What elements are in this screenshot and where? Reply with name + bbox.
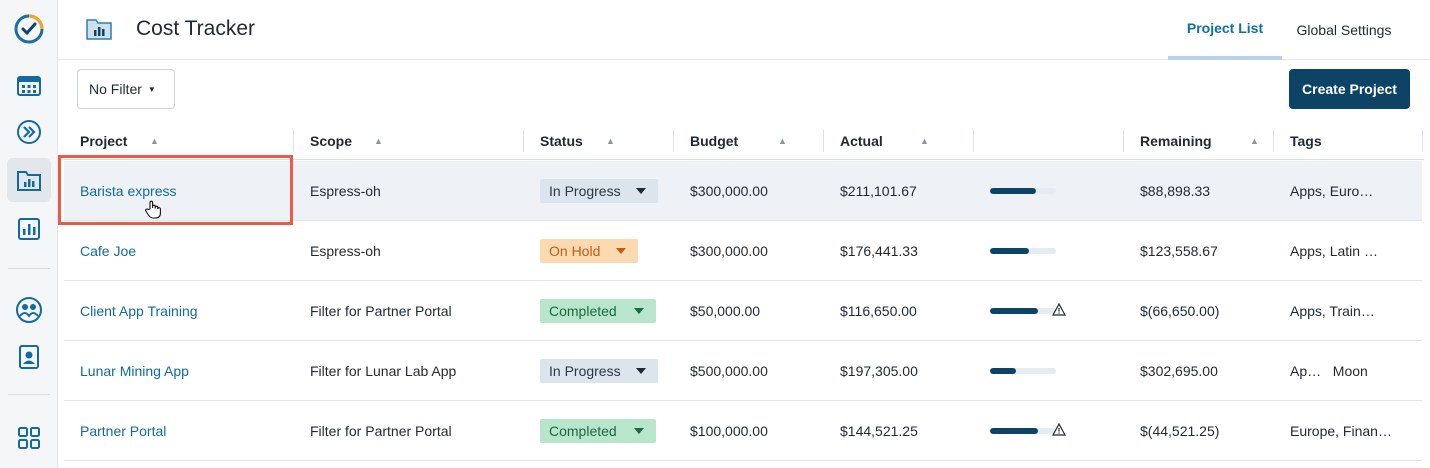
table-row[interactable]: Lunar Mining App Filter for Lunar Lab App… <box>64 341 1422 401</box>
header-remaining[interactable]: Remaining ▲ <box>1140 133 1259 149</box>
warning-icon <box>1051 422 1067 441</box>
caret-down-icon: ▼ <box>147 84 156 94</box>
budget-progress-bar <box>990 308 1056 314</box>
budget-cell: $50,000.00 <box>690 303 761 319</box>
status-label: In Progress <box>549 363 621 379</box>
calendar-icon[interactable] <box>7 63 51 107</box>
contact-icon[interactable] <box>7 335 51 379</box>
hand-cursor-icon <box>145 200 163 225</box>
status-label: On Hold <box>549 243 601 259</box>
create-project-button[interactable]: Create Project <box>1289 69 1410 109</box>
tags-cell[interactable]: Apps, Train… <box>1290 303 1375 319</box>
actual-cell: $144,521.25 <box>840 423 918 439</box>
project-link[interactable]: Lunar Mining App <box>80 363 189 379</box>
budget-cell: $300,000.00 <box>690 243 768 259</box>
budget-progress-fill <box>990 308 1038 314</box>
folder-chart-icon[interactable] <box>7 158 51 202</box>
actual-cell: $176,441.33 <box>840 243 918 259</box>
filter-dropdown[interactable]: No Filter ▼ <box>77 69 175 109</box>
table-header: Project ▲ Scope ▲ Status ▲ Budget ▲ Actual ▲ … <box>64 122 1424 160</box>
budget-progress-fill <box>990 368 1016 374</box>
remaining-cell: $(44,521.25) <box>1140 423 1220 439</box>
budget-progress-fill <box>990 188 1036 194</box>
scope-cell: Espress-oh <box>310 243 381 259</box>
remaining-cell: $302,695.00 <box>1140 363 1218 379</box>
budget-progress-bar <box>990 188 1056 194</box>
budget-cell: $300,000.00 <box>690 183 768 199</box>
actual-cell: $211,101.67 <box>840 183 917 199</box>
status-label: Completed <box>549 423 617 439</box>
table-row[interactable]: Client App Training Filter for Partner Po… <box>64 281 1422 341</box>
bar-chart-icon[interactable] <box>7 207 51 251</box>
remaining-cell: $123,558.67 <box>1140 243 1218 259</box>
sort-icon: ▲ <box>606 136 615 146</box>
remaining-cell: $88,898.33 <box>1140 183 1211 199</box>
header-budget[interactable]: Budget ▲ <box>690 133 787 149</box>
budget-progress-fill <box>990 428 1038 434</box>
actual-cell: $116,650.00 <box>840 303 917 319</box>
budget-progress-bar <box>990 248 1056 254</box>
caret-down-icon <box>634 308 644 314</box>
scope-cell: Espress-oh <box>310 183 381 199</box>
left-rail <box>0 0 58 468</box>
scope-cell: Filter for Partner Portal <box>310 423 452 439</box>
page-title: Cost Tracker <box>136 17 256 40</box>
tab-global-settings[interactable]: Global Settings <box>1296 22 1392 38</box>
forward-icon[interactable] <box>7 110 51 154</box>
budget-progress-bar <box>990 428 1056 434</box>
budget-progress-bar <box>990 368 1056 374</box>
header-project[interactable]: Project ▲ <box>80 133 159 149</box>
team-icon[interactable] <box>7 288 51 332</box>
caret-down-icon <box>634 428 644 434</box>
table-row[interactable]: Partner Portal Filter for Partner Portal C… <box>64 401 1422 461</box>
tags-cell[interactable]: Europe, Finan… <box>1290 423 1392 439</box>
project-link[interactable]: Partner Portal <box>80 423 167 439</box>
actual-cell: $197,305.00 <box>840 363 918 379</box>
sort-icon: ▲ <box>778 136 787 146</box>
tags-cell[interactable]: Apps, Euro… <box>1290 183 1374 199</box>
status-dropdown[interactable]: Completed <box>540 419 656 443</box>
project-link[interactable]: Client App Training <box>80 303 198 319</box>
sort-icon: ▲ <box>920 136 929 146</box>
selection-highlight <box>58 155 293 225</box>
caret-down-icon <box>636 368 646 374</box>
tags-cell[interactable]: Ap… Moon <box>1290 363 1368 379</box>
header-actual[interactable]: Actual ▲ <box>840 133 929 149</box>
app-header: Cost Tracker Project List Global Setting… <box>58 0 1430 60</box>
apps-grid-icon[interactable] <box>7 416 51 460</box>
remaining-cell: $(66,650.00) <box>1140 303 1220 319</box>
header-scope[interactable]: Scope ▲ <box>310 133 383 149</box>
caret-down-icon <box>636 188 646 194</box>
budget-progress-fill <box>990 248 1029 254</box>
status-dropdown[interactable]: Completed <box>540 299 656 323</box>
sort-icon: ▲ <box>374 136 383 146</box>
check-circle-icon[interactable] <box>7 7 51 51</box>
status-dropdown[interactable]: In Progress <box>540 359 658 383</box>
scope-cell: Filter for Partner Portal <box>310 303 452 319</box>
filter-label: No Filter <box>89 81 142 97</box>
sort-icon: ▲ <box>1250 136 1259 146</box>
caret-down-icon <box>616 248 626 254</box>
status-label: Completed <box>549 303 617 319</box>
scope-cell: Filter for Lunar Lab App <box>310 363 457 379</box>
status-dropdown[interactable]: On Hold <box>540 239 638 263</box>
warning-icon <box>1051 302 1067 321</box>
status-label: In Progress <box>549 183 621 199</box>
header-tags[interactable]: Tags <box>1290 133 1322 149</box>
project-link[interactable]: Barista express <box>80 183 177 199</box>
tags-cell[interactable]: Apps, Latin … <box>1290 243 1378 259</box>
project-link[interactable]: Cafe Joe <box>80 243 137 259</box>
budget-cell: $100,000.00 <box>690 423 768 439</box>
table-row[interactable]: Cafe Joe Espress-oh On Hold $300,000.00 $176… <box>64 221 1422 281</box>
status-dropdown[interactable]: In Progress <box>540 179 658 203</box>
header-status[interactable]: Status ▲ <box>540 133 615 149</box>
sort-icon: ▲ <box>150 136 159 146</box>
folder-chart-icon <box>85 17 113 46</box>
budget-cell: $500,000.00 <box>690 363 768 379</box>
tab-project-list[interactable]: Project List <box>1168 0 1282 60</box>
